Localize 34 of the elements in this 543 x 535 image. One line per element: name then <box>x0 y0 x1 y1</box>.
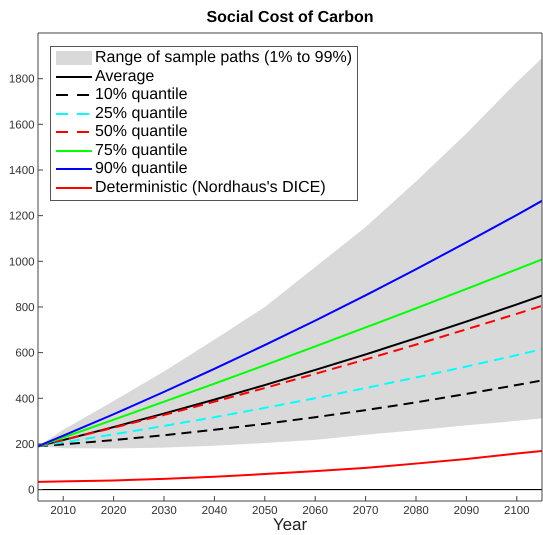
legend-label: Deterministic (Nordhaus's DICE) <box>95 178 326 197</box>
y-tick-label: 1200 <box>8 210 34 223</box>
legend-label: 75% quantile <box>95 142 188 160</box>
y-tick-label: 1800 <box>8 74 34 86</box>
x-tick-label: 2060 <box>302 505 328 518</box>
legend-label: 50% quantile <box>95 123 188 142</box>
y-tick-label: 1400 <box>8 165 34 178</box>
legend-label: 90% quantile <box>95 160 188 178</box>
legend-label: Average <box>95 68 154 86</box>
y-tick-label: 200 <box>15 439 34 452</box>
x-tick-label: 2040 <box>202 505 228 518</box>
x-axis-title: Year <box>272 515 308 534</box>
y-tick-label: 600 <box>15 348 34 360</box>
x-tick-label: 2050 <box>252 505 278 518</box>
x-tick-label: 2100 <box>504 505 530 518</box>
line-series <box>38 258 542 448</box>
x-tick-label: 2030 <box>151 505 177 518</box>
x-tick-label: 2090 <box>454 505 480 518</box>
line-series <box>38 450 542 483</box>
x-tick-label: 2020 <box>100 505 126 518</box>
line-series <box>38 348 542 448</box>
line-series <box>38 200 542 448</box>
legend-label: Range of sample paths (1% to 99%) <box>95 49 352 68</box>
legend-label: 10% quantile <box>95 86 188 104</box>
x-tick-label: 2080 <box>403 505 429 518</box>
y-tick-label: 400 <box>15 393 34 406</box>
x-tick-label: 2070 <box>352 505 378 518</box>
y-tick-label: 1600 <box>8 119 34 132</box>
x-tick-label: 2010 <box>50 505 76 518</box>
y-tick-label: 800 <box>15 302 34 314</box>
legend-label: 25% quantile <box>95 104 188 123</box>
y-tick-label: 1000 <box>8 256 34 268</box>
y-tick-label: 0 <box>28 484 34 497</box>
chart-title: Social Cost of Carbon <box>205 8 375 28</box>
